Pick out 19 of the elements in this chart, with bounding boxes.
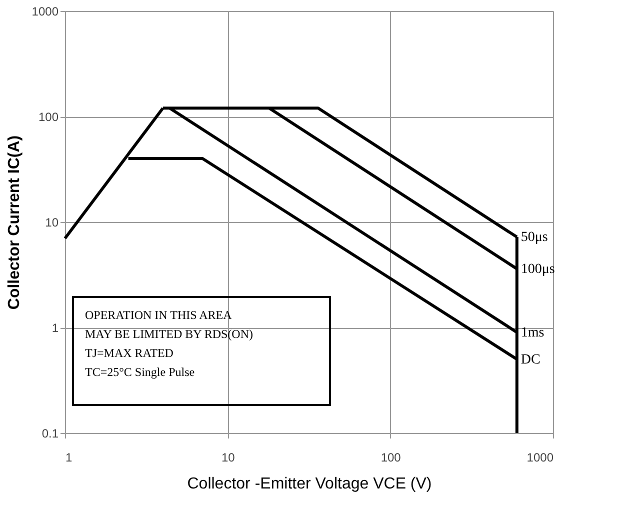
x-tick-label: 100 bbox=[380, 450, 402, 464]
annotation: TJ=MAX RATED bbox=[85, 346, 174, 360]
x-tick-label: 10 bbox=[221, 450, 236, 464]
y-tick-label: 1000 bbox=[32, 4, 59, 18]
series-label: 1ms bbox=[520, 325, 544, 340]
y-tick-label: 0.1 bbox=[42, 426, 59, 440]
series-label: DC bbox=[520, 352, 540, 368]
series-label: 50μs bbox=[520, 230, 548, 246]
y-tick-label: 100 bbox=[38, 110, 59, 124]
y-axis-title: Collector Current IC(A) bbox=[6, 135, 23, 310]
annotation: OPERATION IN THIS AREA bbox=[85, 308, 232, 322]
annotation: TC=25°C Single Pulse bbox=[85, 365, 195, 379]
y-tick-label: 10 bbox=[45, 216, 59, 230]
x-axis-title: Collector -Emitter Voltage VCE (V) bbox=[187, 476, 432, 492]
y-tick-label: 1 bbox=[52, 321, 59, 335]
annotation: MAY BE LIMITED BY RDS(ON) bbox=[85, 327, 254, 341]
x-tick-label: 1 bbox=[66, 450, 72, 464]
series-label: 100μs bbox=[520, 262, 555, 277]
x-tick-label: 1000 bbox=[526, 450, 554, 464]
